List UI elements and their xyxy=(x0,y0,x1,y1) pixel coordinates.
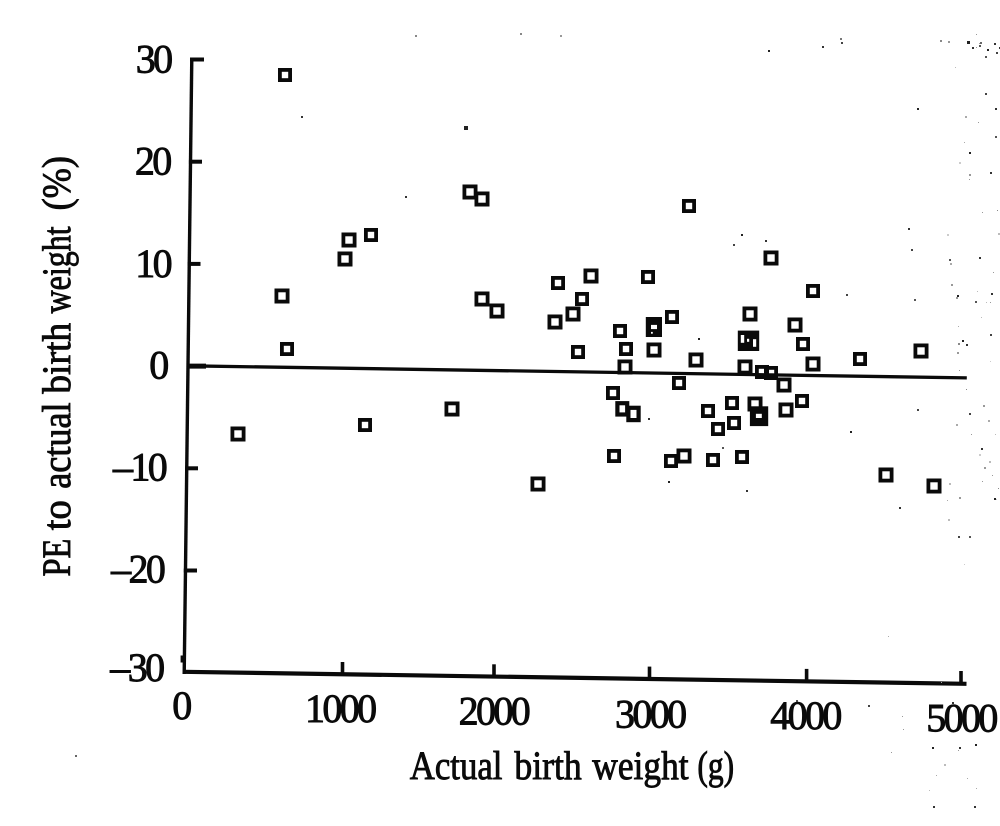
svg-text:birth: birth xyxy=(34,323,79,394)
svg-text:–20: –20 xyxy=(110,547,165,592)
svg-text:4000: 4000 xyxy=(770,693,841,738)
svg-text:0: 0 xyxy=(172,683,191,728)
svg-text:–10: –10 xyxy=(112,444,167,489)
svg-text:birth: birth xyxy=(514,743,581,788)
svg-text:30: 30 xyxy=(136,36,172,81)
svg-text:3000: 3000 xyxy=(615,692,686,737)
svg-text:10: 10 xyxy=(135,241,171,286)
svg-text:weight: weight xyxy=(34,226,79,313)
svg-text:1000: 1000 xyxy=(305,686,376,731)
svg-text:Actual: Actual xyxy=(410,743,503,788)
svg-text:2000: 2000 xyxy=(459,689,530,734)
svg-text:–30: –30 xyxy=(109,645,164,690)
svg-text:(g): (g) xyxy=(697,743,734,788)
svg-text:PE: PE xyxy=(34,539,79,577)
svg-text:5000: 5000 xyxy=(926,696,997,741)
svg-text:0: 0 xyxy=(149,342,168,387)
svg-text:(%): (%) xyxy=(34,156,79,210)
svg-text:to: to xyxy=(34,500,79,530)
svg-text:actual: actual xyxy=(34,402,79,488)
svg-text:weight: weight xyxy=(592,743,688,788)
svg-text:20: 20 xyxy=(135,139,171,184)
